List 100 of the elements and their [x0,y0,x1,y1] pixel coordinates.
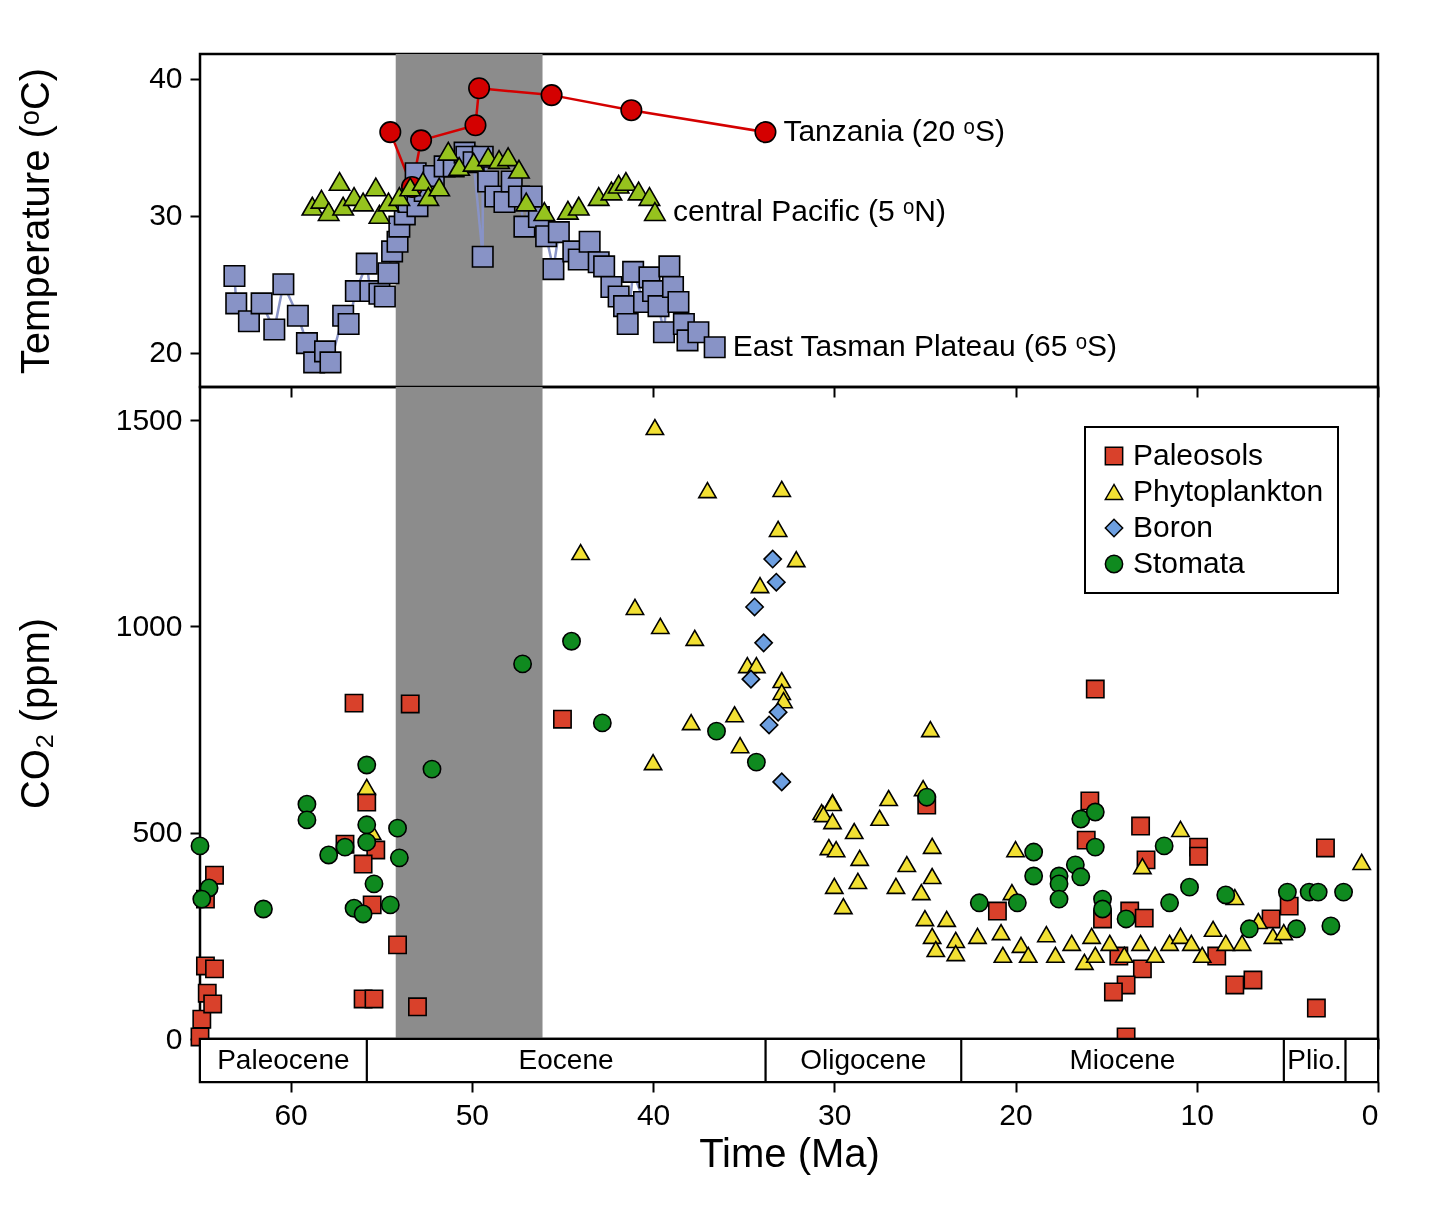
point [1007,893,1027,913]
y-tick-label: 1500 [115,402,183,436]
point [388,818,407,838]
point [1321,916,1341,936]
point [643,201,666,222]
point [969,893,989,913]
point [1134,908,1154,928]
y-tick-label: 1000 [115,608,183,642]
point [364,177,387,197]
y-tick-label: 30 [149,198,183,232]
point [592,713,612,733]
point [328,171,351,192]
point [1216,885,1236,905]
y-tick-label: 40 [149,61,183,95]
point [497,147,520,167]
point [768,702,788,722]
point [364,874,384,894]
point [428,177,451,197]
point [190,836,210,856]
point [562,631,581,651]
point [357,815,377,835]
point [364,989,384,1009]
series-label: Paleocene [217,1043,350,1075]
point [437,141,460,161]
point [746,752,766,772]
point [620,99,643,122]
point [1243,970,1263,990]
point [353,904,373,924]
point [332,196,355,216]
point [1024,866,1044,886]
point [253,899,273,919]
point [741,669,761,689]
point [1085,679,1105,699]
point [464,114,487,137]
point [410,129,433,152]
series-label: East Tasman Plateau (65 ᵒS) [732,329,1118,363]
point [344,693,364,713]
point [1277,882,1297,902]
point [766,572,786,592]
point [297,794,317,814]
point [1225,975,1245,995]
point [1131,816,1151,836]
point [319,845,339,865]
point [205,959,224,979]
point [317,201,340,222]
point [1049,889,1069,909]
point [1286,919,1306,939]
point [388,186,411,207]
point [540,84,563,107]
series-label: central Pacific (5 ᵒN) [672,193,946,227]
x-tick-label: 0 [1361,1097,1379,1131]
legend-label: Phytoplankton [1133,474,1324,507]
point [754,121,777,144]
series-label: Plio. [1287,1043,1342,1075]
y-axis-title: CO₂ (ppm) [12,617,57,810]
point [772,772,792,792]
x-tick-label: 40 [636,1097,671,1131]
y-tick-label: 0 [165,1021,183,1055]
point [352,192,375,212]
point [417,186,440,207]
point [1189,846,1209,866]
point [400,694,420,714]
point [1024,842,1044,862]
point [1160,893,1180,913]
point [759,715,779,735]
y-tick-label: 500 [132,815,183,849]
series-label: Eocene [518,1043,614,1075]
point [408,997,427,1017]
point [707,721,726,741]
point [468,77,491,100]
point [1071,809,1091,829]
point [1116,909,1136,929]
point [1306,998,1326,1018]
series-label: Tanzania (20 ᵒS) [783,114,1005,148]
x-tick-label: 30 [818,1097,852,1131]
point [754,633,774,653]
point [380,895,400,915]
point [513,654,533,674]
point [917,787,937,807]
point [297,810,317,830]
point [357,755,377,775]
y-tick-label: 20 [149,335,183,369]
point [567,196,590,216]
point [745,597,765,617]
point [389,848,409,868]
point [1239,919,1259,939]
y-axis-title: Temperature (ᵒC) [12,67,57,375]
point [1261,909,1281,929]
point [388,935,407,955]
point [1154,836,1174,856]
x-tick-label: 10 [1180,1097,1214,1131]
point [533,201,556,222]
point [1180,877,1199,897]
point [553,709,572,729]
series-label: Miocene [1069,1043,1176,1075]
point [192,1009,212,1029]
legend-label: Boron [1133,510,1214,543]
series-label: Oligocene [800,1043,927,1075]
point [763,549,783,569]
x-tick-label: 50 [455,1097,490,1131]
